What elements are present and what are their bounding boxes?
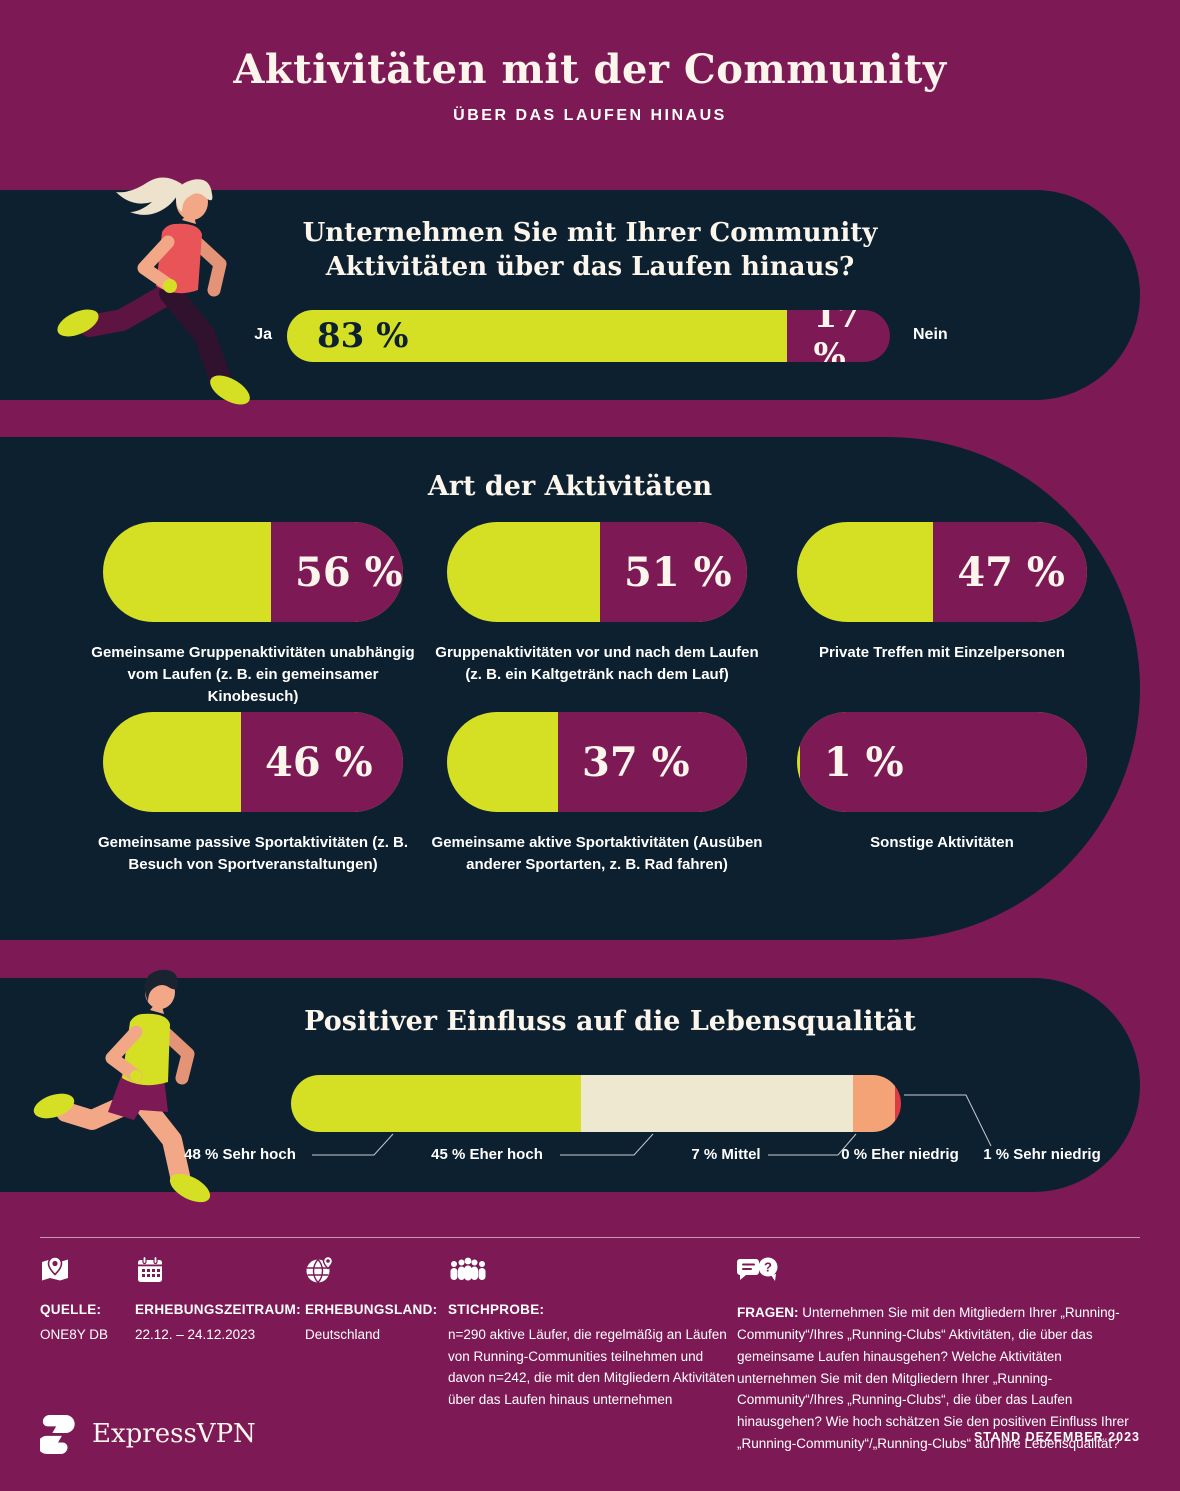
footer-col-quelle: QUELLE: ONE8Y DB [40, 1255, 135, 1455]
life-quality-label-sehr-niedrig: 1 % Sehr niedrig [983, 1146, 1101, 1163]
footer-col-land: ERHEBUNGSLAND: Deutschland [305, 1255, 448, 1455]
fragen-text: FRAGEN: Unternehmen Sie mit den Mitglied… [737, 1302, 1140, 1455]
activities-row: 56 % Gemeinsame Gruppenaktivitäten unabh… [91, 522, 1093, 710]
activity-pill-remainder: 47 % [933, 522, 1087, 622]
expressvpn-logo: ExpressVPN [40, 1412, 256, 1456]
activity-pill-remainder: 51 % [600, 522, 747, 622]
life-quality-title: Positiver Einfluss auf die Lebensqualitä… [304, 1006, 916, 1037]
no-segment: 17 % [787, 310, 890, 362]
fragen-body: Unternehmen Sie mit den Mitgliedern Ihre… [737, 1305, 1129, 1452]
svg-text:?: ? [764, 1260, 772, 1275]
activity-label: Gemeinsame Gruppenaktivitäten unabhängig… [91, 644, 415, 705]
section-activity-types: Art der Aktivitäten 56 % Gemeinsame Grup… [0, 437, 1140, 940]
activity-label: Gemeinsame passive Sport­aktivitäten (z.… [97, 834, 409, 873]
life-quality-label-mittel: 7 % Mittel [691, 1146, 761, 1163]
footer-col-zeitraum: ERHEBUNGSZEITRAUM: 22.12. – 24.12.2023 [135, 1255, 305, 1455]
life-quality-segment-sehr-hoch [291, 1075, 581, 1132]
activity-card: 51 % Gruppenaktivitäten vor und nach dem… [435, 522, 759, 710]
chat-question-icon: ? [737, 1257, 778, 1281]
activity-value: 51 % [624, 548, 732, 596]
activity-value: 47 % [957, 548, 1065, 596]
life-quality-label-eher-hoch: 45 % Eher hoch [431, 1146, 543, 1163]
activity-pill: 1 % [797, 712, 1087, 812]
activities-title: Art der Aktivitäten [427, 471, 713, 502]
section-life-quality: Positiver Einfluss auf die Lebensqualitä… [0, 969, 1140, 1203]
life-quality-segment-eher-hoch [580, 1075, 853, 1132]
activities-grid: 56 % Gemeinsame Gruppenaktivitäten unabh… [91, 522, 1093, 900]
no-value: 17 % [813, 310, 861, 362]
footer: QUELLE: ONE8Y DB ERHEBUNGSZEITRAUM: 22.1… [40, 1255, 1140, 1455]
activity-card: 1 % Sonstige Aktivitäten [797, 712, 1087, 900]
zeitraum-text: 22.12. – 24.12.2023 [135, 1327, 256, 1342]
map-pin-icon [42, 1256, 68, 1281]
activity-label: Gruppenaktivitäten vor und nach dem Lauf… [435, 644, 759, 683]
section-community-question: Unternehmen Sie mit Ihrer Community Akti… [0, 177, 1140, 405]
quelle-heading: QUELLE: [40, 1302, 102, 1317]
activity-pill: 37 % [447, 712, 747, 812]
activity-pill-remainder: 56 % [271, 522, 403, 622]
activity-value: 56 % [295, 548, 403, 596]
female-runner-illustration [57, 177, 250, 405]
zeitraum-heading: ERHEBUNGSZEITRAUM: [135, 1302, 301, 1317]
yes-label: Ja [254, 326, 272, 343]
people-icon [450, 1257, 486, 1281]
activity-value: 1 % [823, 738, 904, 786]
life-quality-segment-sehr-niedrig [894, 1075, 901, 1132]
land-heading: ERHEBUNGSLAND: [305, 1302, 438, 1317]
yes-no-bar: 83 % 17 % [287, 310, 890, 362]
footer-col-stichprobe: STICHPROBE: n=290 aktive Läufer, die reg… [448, 1255, 737, 1455]
activity-pill: 46 % [103, 712, 403, 812]
yes-value: 83 % [317, 316, 409, 356]
activity-card: 37 % Gemeinsame aktive Sport­aktivitäten… [432, 712, 762, 900]
life-quality-label-eher-niedrig: 0 % Eher niedrig [841, 1146, 959, 1163]
land-text: Deutschland [305, 1327, 381, 1342]
stichprobe-heading: STICHPROBE: [448, 1302, 545, 1317]
life-quality-segment-mittel [852, 1075, 895, 1132]
activity-card: 56 % Gemeinsame Gruppenaktivitäten unabh… [91, 522, 415, 710]
activity-card: 46 % Gemeinsame passive Sport­aktivitäte… [98, 712, 408, 900]
page-subtitle: ÜBER DAS LAUFEN HINAUS [453, 107, 727, 124]
stand-date: STAND DEZEMBER 2023 [973, 1430, 1140, 1444]
activity-card: 47 % Private Treffen mit Einzelpersonen [797, 522, 1087, 710]
question-line-2: Aktivitäten über das Laufen hinaus? [325, 252, 855, 282]
activity-label: Sonstige Aktivitäten [870, 834, 1014, 851]
life-quality-bar [291, 1075, 901, 1132]
activity-value: 46 % [265, 738, 373, 786]
quelle-text: ONE8Y DB [40, 1327, 109, 1342]
activity-pill-remainder: 37 % [558, 712, 747, 812]
activity-pill-remainder: 46 % [241, 712, 403, 812]
life-quality-label-sehr-hoch: 48 % Sehr hoch [184, 1146, 296, 1163]
yes-no-chart: Ja 83 % 17 % Nein [0, 310, 1140, 362]
brand-bar: ExpressVPN STAND DEZEMBER 2023 [40, 1412, 1140, 1462]
no-label: Nein [913, 326, 948, 343]
fragen-heading: FRAGEN: [737, 1305, 799, 1320]
expressvpn-logo-icon [40, 1415, 75, 1454]
question-line-1: Unternehmen Sie mit Ihrer Community [302, 218, 878, 248]
header: Aktivitäten mit der Community ÜBER DAS L… [0, 0, 1180, 125]
globe-pin-icon [306, 1255, 334, 1283]
stichprobe-text: n=290 aktive Läufer, die regelmäßig an L… [448, 1327, 736, 1407]
page-title: Aktivitäten mit der Community [233, 46, 947, 93]
activity-pill: 51 % [447, 522, 747, 622]
section1-question: Unternehmen Sie mit Ihrer Community Akti… [150, 216, 1030, 284]
activity-pill: 56 % [103, 522, 403, 622]
footer-col-fragen: ? FRAGEN: Unternehmen Sie mit den Mitgli… [737, 1255, 1140, 1455]
footer-divider [40, 1237, 1140, 1238]
activity-value: 37 % [582, 738, 690, 786]
activity-pill-remainder: 1 % [799, 712, 1087, 812]
activity-label: Gemeinsame aktive Sport­aktivitäten (Aus… [431, 834, 763, 873]
activity-pill: 47 % [797, 522, 1087, 622]
activity-label: Private Treffen mit Einzelpersonen [819, 644, 1065, 661]
male-runner-illustration [33, 969, 211, 1203]
yes-segment: 83 % [287, 310, 788, 362]
activities-row: 46 % Gemeinsame passive Sport­aktivitäte… [98, 712, 1093, 900]
calendar-icon [138, 1255, 162, 1282]
brand-name: ExpressVPN [92, 1419, 256, 1449]
